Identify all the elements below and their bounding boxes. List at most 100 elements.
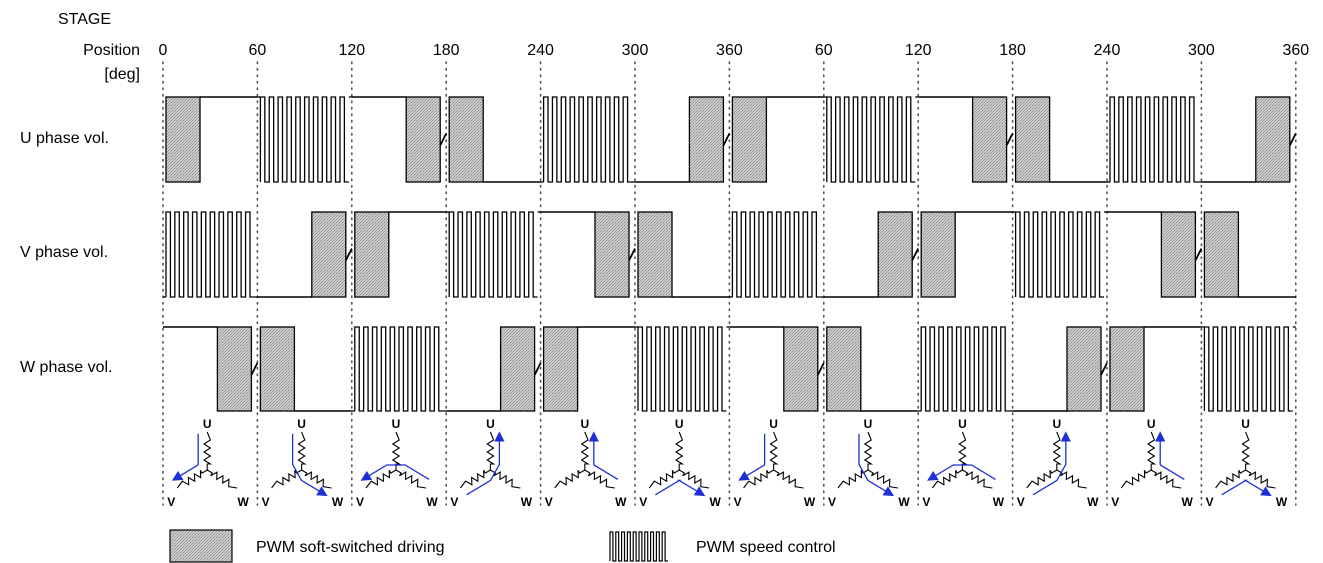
coil-terminal-v: V bbox=[922, 495, 930, 509]
coil-terminal-u: U bbox=[769, 417, 778, 431]
position-tick: 120 bbox=[905, 42, 932, 59]
soft-switch-block bbox=[1160, 211, 1197, 298]
coil-terminal-u: U bbox=[392, 417, 401, 431]
position-tick: 300 bbox=[622, 42, 649, 59]
coil-terminal-v: V bbox=[1017, 495, 1025, 509]
coil-terminal-w: W bbox=[426, 495, 438, 509]
current-arrow bbox=[1221, 479, 1272, 497]
soft-switch-block bbox=[165, 96, 201, 183]
soft-switch-block bbox=[637, 211, 673, 298]
legend-pwm-label: PWM speed control bbox=[696, 539, 836, 556]
coil-terminal-w: W bbox=[1182, 495, 1194, 509]
pwm-speed-segment bbox=[165, 211, 255, 298]
coil-terminal-v: V bbox=[545, 495, 553, 509]
soft-switch-block bbox=[354, 211, 390, 298]
current-arrow bbox=[588, 431, 619, 480]
position-tick: 360 bbox=[716, 42, 743, 59]
pwm-speed-segment bbox=[826, 96, 916, 183]
phase-waveforms bbox=[163, 96, 1297, 412]
phase-label-w: W phase vol. bbox=[20, 359, 112, 376]
position-tick: 300 bbox=[1188, 42, 1215, 59]
coil-terminal-u: U bbox=[864, 417, 873, 431]
coil-terminal-w: W bbox=[898, 495, 910, 509]
phase-row bbox=[163, 326, 1296, 412]
current-arrow bbox=[291, 433, 328, 497]
coil-diagram: U V W bbox=[450, 417, 532, 509]
soft-switch-block bbox=[920, 211, 956, 298]
soft-switch-block bbox=[1203, 211, 1240, 298]
coil-terminal-w: W bbox=[521, 495, 533, 509]
coil-diagram: U V W bbox=[167, 417, 249, 509]
soft-switch-block bbox=[1014, 96, 1051, 183]
coil-terminal-u: U bbox=[675, 417, 684, 431]
coil-diagram: U V W bbox=[734, 417, 816, 509]
coil-terminal-v: V bbox=[1111, 495, 1119, 509]
soft-switch-block bbox=[1109, 326, 1145, 412]
soft-switch-block bbox=[783, 326, 819, 412]
coil-terminal-u: U bbox=[580, 417, 589, 431]
coil-terminal-u: U bbox=[486, 417, 495, 431]
soft-switch-block bbox=[311, 211, 347, 298]
coil-terminal-v: V bbox=[262, 495, 270, 509]
position-unit-label: [deg] bbox=[104, 66, 140, 83]
position-tick: 360 bbox=[1282, 42, 1309, 59]
soft-switch-block bbox=[731, 96, 768, 183]
coil-terminal-u: U bbox=[1241, 417, 1250, 431]
pwm-speed-segment bbox=[354, 326, 444, 412]
position-tick: 180 bbox=[433, 42, 460, 59]
phase-label-v: V phase vol. bbox=[20, 244, 108, 261]
coil-diagram: U V W bbox=[1206, 417, 1288, 509]
coil-terminal-w: W bbox=[710, 495, 722, 509]
coil-diagram: U V W bbox=[545, 417, 627, 509]
pwm-speed-segment bbox=[448, 211, 538, 298]
coil-diagram: U V W bbox=[262, 417, 344, 509]
position-label: Position bbox=[83, 42, 140, 59]
pwm-speed-segment bbox=[637, 326, 727, 412]
position-tick: 240 bbox=[1094, 42, 1121, 59]
coil-terminal-v: V bbox=[734, 495, 742, 509]
soft-switch-block bbox=[594, 211, 630, 298]
current-arrow bbox=[466, 431, 505, 496]
coil-terminal-u: U bbox=[1147, 417, 1156, 431]
pwm-speed-segment bbox=[259, 96, 349, 183]
coil-terminal-u: U bbox=[203, 417, 212, 431]
current-arrow bbox=[927, 464, 996, 481]
current-arrow bbox=[1032, 431, 1071, 496]
coil-terminal-w: W bbox=[993, 495, 1005, 509]
phase-row bbox=[163, 211, 1296, 298]
soft-switch-block bbox=[877, 211, 913, 298]
pwm-speed-segment bbox=[1203, 326, 1293, 412]
phase-row bbox=[165, 96, 1297, 183]
coil-terminal-w: W bbox=[615, 495, 627, 509]
current-arrow bbox=[858, 433, 895, 497]
stage-label: STAGE bbox=[58, 11, 111, 28]
legend-pwm-pulses bbox=[609, 531, 668, 562]
coil-terminal-u: U bbox=[958, 417, 967, 431]
soft-switch-block bbox=[826, 326, 862, 412]
soft-switch-block bbox=[259, 326, 296, 412]
coil-diagram: U V W bbox=[828, 417, 910, 509]
phase-label-u: U phase vol. bbox=[20, 130, 109, 147]
pwm-speed-segment bbox=[920, 326, 1010, 412]
coil-terminal-v: V bbox=[828, 495, 836, 509]
soft-switch-block bbox=[448, 96, 484, 183]
pwm-speed-segment bbox=[731, 211, 821, 298]
coil-diagrams: UV WUV WUV WUV WUV WUV WUV WUV WUV WUV WUV WUV W bbox=[167, 417, 1288, 509]
coil-diagram: U V W bbox=[639, 417, 721, 509]
coil-diagram: U V W bbox=[1017, 417, 1099, 509]
coil-terminal-u: U bbox=[297, 417, 306, 431]
coil-diagram: U V W bbox=[922, 417, 1004, 509]
coil-terminal-w: W bbox=[332, 495, 344, 509]
soft-switch-block bbox=[1255, 96, 1291, 183]
coil-terminal-u: U bbox=[1052, 417, 1061, 431]
coil-diagram: U V W bbox=[1111, 417, 1193, 509]
coil-diagram: U V W bbox=[356, 417, 438, 509]
legend: PWM soft-switched driving PWM speed cont… bbox=[169, 529, 836, 563]
position-tick: 60 bbox=[815, 42, 833, 59]
position-ticks: 0 60 120 180 240 300 360 60 120 180 240 300 360 bbox=[159, 42, 1310, 59]
soft-switch-block bbox=[499, 326, 536, 412]
soft-switch-block bbox=[1066, 326, 1102, 412]
legend-pwm-swatch bbox=[609, 531, 668, 562]
soft-switch-block bbox=[542, 326, 579, 412]
